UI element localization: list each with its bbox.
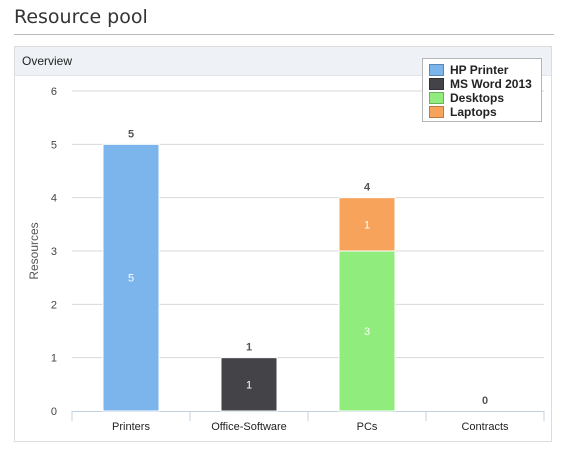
- legend-label: MS Word 2013: [450, 77, 532, 91]
- bar-total-label: 0: [482, 395, 488, 407]
- legend-item[interactable]: MS Word 2013: [429, 77, 541, 91]
- legend-label: Desktops: [450, 91, 505, 105]
- legend-item[interactable]: Desktops: [429, 91, 541, 105]
- y-tick-label: 2: [51, 299, 57, 311]
- bar-total-label: 1: [246, 342, 252, 354]
- page-title: Resource pool: [14, 6, 148, 28]
- y-tick-label: 0: [51, 406, 57, 418]
- bar-segment-label: 5: [128, 273, 134, 285]
- legend-label: Laptops: [450, 105, 497, 119]
- legend-label: HP Printer: [450, 63, 509, 77]
- x-tick-label: PCs: [357, 421, 378, 433]
- y-axis-label: Resources: [27, 222, 41, 279]
- legend-item[interactable]: Laptops: [429, 105, 541, 119]
- legend-swatch: [429, 92, 444, 104]
- panel-title: Overview: [22, 54, 73, 68]
- x-tick-label: Contracts: [461, 421, 509, 433]
- legend-swatch: [429, 78, 444, 90]
- bar-segment: [102, 143, 160, 412]
- x-tick-label: Office-Software: [211, 421, 287, 433]
- y-tick-label: 1: [51, 353, 57, 365]
- y-tick-label: 5: [51, 139, 57, 151]
- y-tick-label: 4: [51, 193, 57, 205]
- bar-segment-label: 1: [364, 219, 370, 231]
- bar-segment-label: 3: [364, 326, 370, 338]
- title-divider: [14, 34, 554, 35]
- bar-segment: [338, 250, 396, 412]
- bar-segment: [338, 197, 396, 252]
- legend-swatch: [429, 64, 444, 76]
- y-tick-label: 3: [51, 246, 57, 258]
- legend-item[interactable]: HP Printer: [429, 63, 541, 77]
- y-tick-label: 6: [51, 86, 57, 98]
- bar-segment: [220, 357, 278, 412]
- chart-legend: HP Printer MS Word 2013 Desktops Laptops: [422, 58, 542, 122]
- bar-segment-label: 1: [246, 379, 252, 391]
- bar-total-label: 4: [364, 182, 371, 194]
- legend-swatch: [429, 106, 444, 118]
- x-tick-label: Printers: [112, 421, 150, 433]
- bar-total-label: 5: [128, 128, 134, 140]
